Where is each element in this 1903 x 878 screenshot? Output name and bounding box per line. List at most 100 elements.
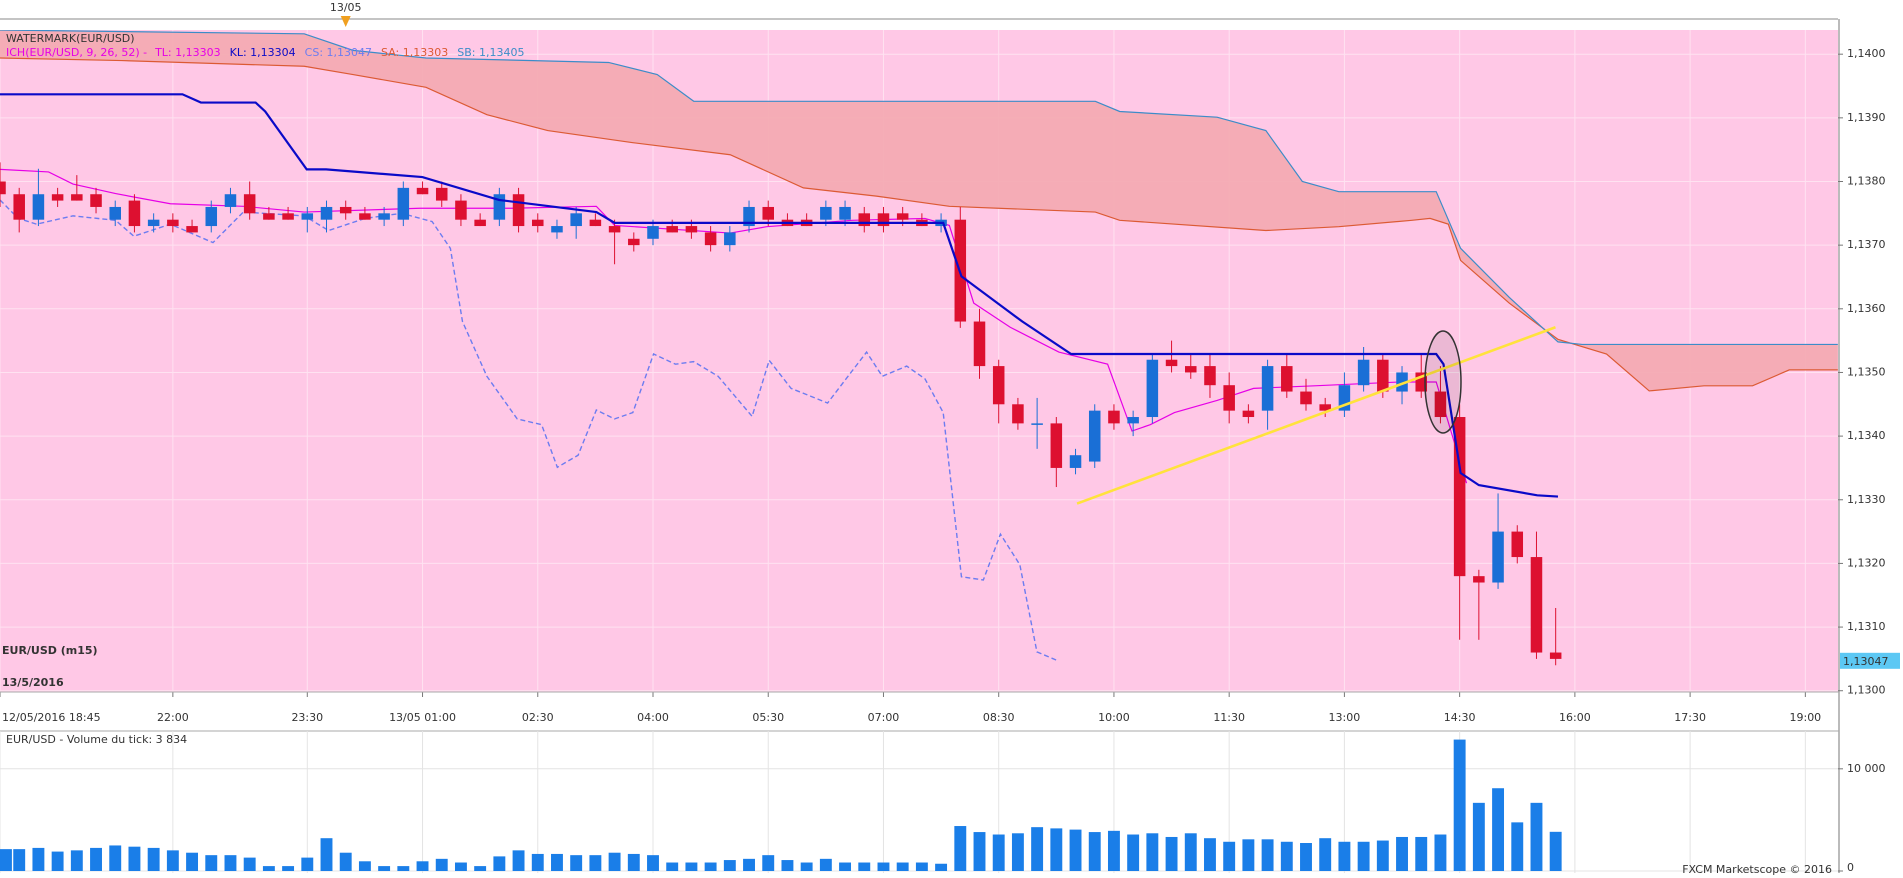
volume-bar: [1492, 788, 1505, 871]
indicator-label: ICH(EUR/USD, 9, 26, 52) -: [6, 46, 147, 59]
candle-body: [1492, 531, 1504, 583]
last-price-label: 1,13047: [1843, 655, 1889, 668]
volume-bar: [1184, 833, 1197, 871]
day-marker-label: 13/05: [330, 1, 362, 14]
volume-bar: [1261, 839, 1274, 871]
candle-body: [820, 206, 832, 220]
day-marker: [340, 16, 351, 27]
volume-bar: [1050, 828, 1063, 871]
watermark: EUR/USD (m15): [2, 644, 98, 657]
candle-body: [1050, 423, 1063, 468]
candle-body: [1549, 652, 1562, 659]
volume-bar: [301, 857, 314, 871]
legend-entry: KL: 1,13304: [230, 46, 296, 59]
legend-entry: SA: 1,13303: [381, 46, 448, 59]
y-tick-label: 1,1370: [1847, 238, 1886, 251]
candle-body: [1300, 391, 1312, 405]
volume-bar: [378, 866, 391, 871]
y-tick-label: 1,1340: [1847, 429, 1886, 442]
x-tick-label: 10:00: [1098, 711, 1130, 724]
candle-body: [992, 366, 1005, 405]
candle-body: [359, 213, 371, 220]
x-tick-label: 17:30: [1674, 711, 1706, 724]
candle-body: [147, 219, 160, 227]
candle-body: [1319, 404, 1331, 411]
candle-body: [455, 200, 467, 220]
candle-body: [628, 238, 640, 246]
volume-bar: [935, 863, 948, 871]
candle-body: [1511, 531, 1524, 558]
candle-body: [704, 232, 717, 246]
candle-body: [1338, 385, 1351, 411]
volume-bar: [954, 826, 967, 871]
candle-body: [474, 219, 486, 227]
candle-body: [877, 213, 890, 227]
volume-bar: [243, 857, 256, 871]
x-tick-label: 07:00: [868, 711, 900, 724]
candle-body: [973, 321, 986, 367]
candle-body: [282, 213, 294, 220]
volume-bar: [1376, 840, 1389, 871]
volume-bar: [685, 862, 698, 871]
volume-bar: [608, 852, 621, 871]
volume-bar: [435, 858, 448, 871]
volume-bar: [13, 849, 26, 871]
candle-body: [839, 206, 851, 220]
volume-bar: [723, 860, 736, 871]
candle-body: [493, 194, 506, 220]
volume-bar: [839, 862, 852, 871]
x-tick-label: 14:30: [1444, 711, 1476, 724]
volume-bar: [166, 850, 179, 871]
volume-bar: [1472, 802, 1485, 871]
volume-bar: [819, 858, 832, 871]
candle-body: [1204, 366, 1216, 386]
highlight-ellipse: [1424, 330, 1462, 434]
volume-bar: [1549, 831, 1562, 871]
trendline: [1076, 326, 1556, 505]
candle-body: [397, 187, 410, 220]
x-tick-label: 16:00: [1559, 711, 1591, 724]
candle-body: [1415, 372, 1427, 392]
volume-bar: [1319, 838, 1332, 871]
candle-body: [186, 226, 198, 233]
indicator-legend: ICH(EUR/USD, 9, 26, 52) - TL: 1,13303 KL: …: [6, 46, 524, 59]
volume-bar: [1396, 836, 1408, 871]
candle-body: [0, 181, 6, 195]
candle-body: [1530, 557, 1543, 653]
volume-bar: [416, 861, 429, 871]
volume-bar: [397, 866, 410, 871]
candle-body: [435, 187, 448, 201]
candle-body: [1281, 366, 1293, 392]
senkou-b-line: [0, 30, 1838, 346]
y-tick-label: 1,1390: [1847, 111, 1886, 124]
volume-bar: [1357, 841, 1370, 871]
candle-body: [570, 213, 582, 227]
x-tick-label: 12/05/2016 18:45: [2, 711, 101, 724]
candle-body: [608, 226, 621, 233]
volume-bar: [1127, 834, 1140, 871]
volume-bar: [1434, 834, 1447, 871]
y-tick-label: 1,1300: [1847, 684, 1886, 697]
candle-body: [666, 226, 678, 233]
chikou-line: [0, 199, 1057, 661]
senkou-a-line: [0, 57, 1838, 392]
volume-bar: [1088, 832, 1101, 871]
candle-body: [1242, 410, 1255, 418]
x-tick-label: 19:00: [1789, 711, 1821, 724]
candle-body: [724, 232, 736, 246]
y-tick-label: 1,1350: [1847, 365, 1886, 378]
volume-bar: [339, 852, 352, 871]
y-tick-label: 1,1310: [1847, 620, 1886, 633]
volume-bar: [743, 858, 755, 871]
candle-body: [71, 194, 83, 201]
last-price-badge: [1840, 652, 1900, 669]
volume-panel: 0 10 000 EUR/USD - Volume du tick: 3 834 FX…: [0, 731, 1886, 876]
watermark-date: 13/5/2016: [2, 676, 64, 689]
volume-bar: [1280, 841, 1293, 871]
volume-bar: [320, 838, 333, 871]
legend-entry: SB: 1,13405: [457, 46, 524, 59]
volume-bar: [1511, 822, 1524, 871]
candle-body: [532, 219, 544, 227]
candle-body: [1357, 359, 1370, 386]
